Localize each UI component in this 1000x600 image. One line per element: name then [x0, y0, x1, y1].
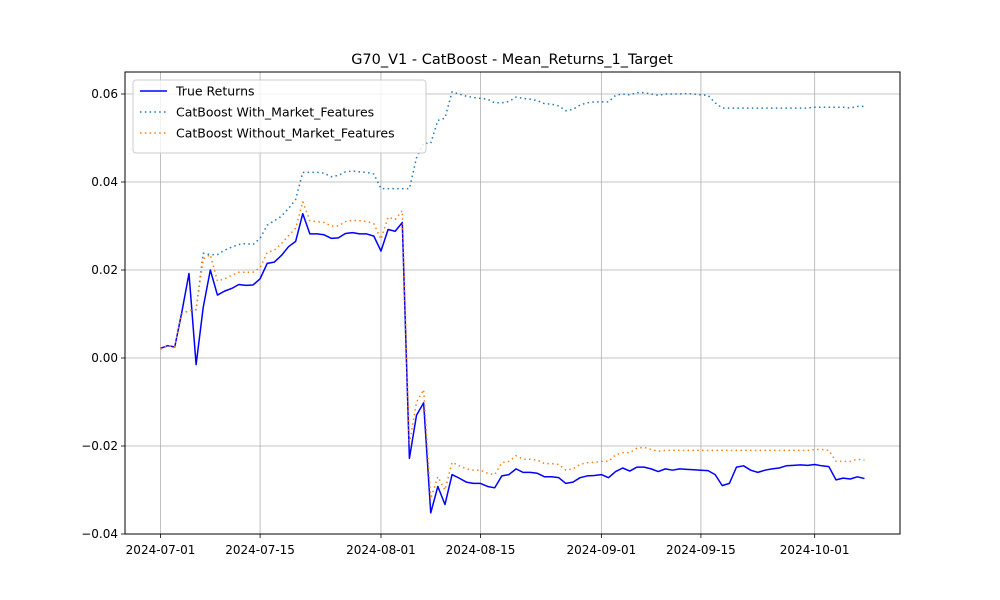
- x-tick-label: 2024-07-15: [225, 543, 295, 557]
- axes: 2024-07-01 2024-07-15 2024-08-01 2024-08-15…: [81, 87, 849, 557]
- y-tick-label: −0.02: [81, 439, 118, 453]
- x-tick-label: 2024-07-01: [126, 543, 196, 557]
- series-line-1: [160, 212, 865, 514]
- chart-title: G70_V1 - CatBoost - Mean_Returns_1_Targe…: [351, 52, 673, 68]
- y-tick-label: 0.04: [91, 175, 118, 189]
- plot-frame: [124, 71, 901, 535]
- legend-label: True Returns: [175, 84, 255, 99]
- x-tick-label: 2024-08-15: [446, 543, 516, 557]
- legend-label: CatBoost Without_Market_Features: [176, 126, 395, 141]
- legend-label: CatBoost With_Market_Features: [176, 105, 374, 120]
- x-tick-label: 2024-09-15: [666, 543, 736, 557]
- x-tick-label: 2024-10-01: [780, 543, 850, 557]
- x-tick-label: 2024-08-01: [346, 543, 416, 557]
- y-tick-label: −0.04: [81, 527, 118, 541]
- y-tick-label: 0.00: [91, 351, 118, 365]
- x-tick-label: 2024-09-01: [567, 543, 637, 557]
- legend-box: [132, 79, 427, 154]
- y-tick-label: 0.02: [91, 263, 118, 277]
- y-tick-label: 0.06: [91, 87, 118, 101]
- legend: True Returns CatBoost With_Market_Feature…: [132, 79, 427, 154]
- series-line-3: [160, 201, 865, 500]
- series-line-2: [160, 91, 865, 350]
- series-lines: [160, 91, 865, 514]
